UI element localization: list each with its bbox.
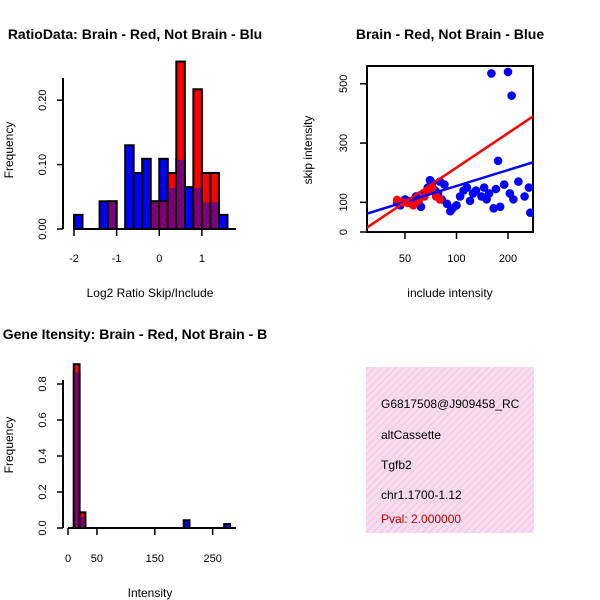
point-notbrain xyxy=(440,180,449,189)
point-notbrain xyxy=(487,69,496,78)
y-tick-label: 0 xyxy=(338,229,350,235)
info-id: G6817508@J909458_RC xyxy=(381,397,520,411)
intensity-scatter: Brain - Red, Not Brain - Blue 0 100 300 500… xyxy=(301,26,544,300)
y-tick-label: 0.20 xyxy=(37,89,49,110)
bar-notbrain xyxy=(73,213,84,231)
point-notbrain xyxy=(525,208,533,218)
point-notbrain xyxy=(520,192,529,201)
bar-overlap xyxy=(194,188,201,229)
bar-overlap xyxy=(74,372,79,528)
y-tick-label: 0.2 xyxy=(37,484,49,499)
scatter-title: Brain - Red, Not Brain - Blue xyxy=(356,26,544,42)
bar-overlap xyxy=(109,202,116,229)
bar-notbrain xyxy=(141,157,152,230)
bar-notbrain xyxy=(183,186,195,230)
point-notbrain xyxy=(495,202,505,212)
bar-notbrain xyxy=(98,200,110,230)
fit-line-notbrain xyxy=(367,161,533,215)
gene-title: Gene Itensity: Brain - Red, Not Brain - … xyxy=(3,326,267,342)
y-tick-label: 0.0 xyxy=(37,520,49,535)
y-tick-label: 300 xyxy=(338,134,350,152)
x-tick-label: 1 xyxy=(199,253,205,265)
bar-overlap xyxy=(202,202,210,229)
x-tick-label: 100 xyxy=(447,253,465,265)
plot-box xyxy=(366,65,534,233)
point-notbrain xyxy=(503,67,513,77)
point-notbrain xyxy=(524,183,533,192)
bar-overlap xyxy=(177,159,184,229)
bar-notbrain xyxy=(182,519,191,530)
point-notbrain xyxy=(479,183,489,192)
point-notbrain xyxy=(471,186,481,195)
x-tick-label: 200 xyxy=(499,253,517,265)
point-notbrain xyxy=(489,203,498,213)
x-tick-label: 0 xyxy=(65,553,71,565)
y-tick-label: 0.10 xyxy=(37,154,49,175)
point-notbrain xyxy=(507,91,516,100)
bar-overlap xyxy=(151,202,159,229)
x-tick-label: -1 xyxy=(112,253,122,265)
x-tick-label: 0 xyxy=(156,253,162,265)
point-notbrain xyxy=(499,180,509,189)
info-pval: Pval: 2.000000 xyxy=(381,512,461,526)
x-tick-label: 250 xyxy=(203,553,221,565)
info-box: G6817508@J909458_RC altCassette Tgfb2 ch… xyxy=(366,367,534,533)
point-brain xyxy=(435,195,445,204)
y-tick-label: 100 xyxy=(338,193,350,211)
point-notbrain xyxy=(514,177,523,186)
y-tick-label: 0.00 xyxy=(37,218,49,239)
gene-ylabel: Frequency xyxy=(2,417,16,474)
x-tick-label: 50 xyxy=(91,553,103,565)
bar-notbrain xyxy=(217,213,229,231)
point-notbrain xyxy=(452,201,461,210)
ratio-title: RatioData: Brain - Red, Not Brain - Blu xyxy=(8,26,262,42)
ratio-ylabel: Frequency xyxy=(2,122,16,179)
bar-overlap xyxy=(160,202,167,229)
point-notbrain xyxy=(493,156,503,166)
info-background xyxy=(366,367,534,533)
bar-notbrain xyxy=(132,171,144,230)
fit-line-brain xyxy=(367,115,533,229)
point-notbrain xyxy=(491,184,501,194)
y-tick-label: 0.8 xyxy=(37,376,49,391)
x-tick-label: -2 xyxy=(69,253,79,265)
point-notbrain xyxy=(465,196,475,206)
scatter-ylabel: skip intensity xyxy=(301,116,315,185)
gene-intensity-histogram: Gene Itensity: Brain - Red, Not Brain - … xyxy=(2,326,267,600)
bar-overlap xyxy=(211,202,218,229)
bar-overlap xyxy=(80,517,85,528)
bar-notbrain xyxy=(124,144,135,230)
x-tick-label: 50 xyxy=(399,253,411,265)
info-type: altCassette xyxy=(381,428,441,442)
scatter-xlabel: include intensity xyxy=(407,286,492,300)
bar-overlap xyxy=(168,188,176,229)
y-tick-label: 0.6 xyxy=(37,412,49,427)
y-tick-label: 0.4 xyxy=(37,448,49,463)
point-notbrain xyxy=(509,195,518,204)
ratio-histogram: RatioData: Brain - Red, Not Brain - Blu … xyxy=(2,26,262,300)
info-gene: Tgfb2 xyxy=(381,458,412,472)
point-notbrain xyxy=(484,189,494,198)
y-tick-label: 500 xyxy=(338,75,350,93)
point-notbrain xyxy=(462,183,472,192)
ratio-xlabel: Log2 Ratio Skip/Include xyxy=(87,286,214,300)
x-tick-label: 150 xyxy=(146,553,164,565)
info-location: chr1.1700-1.12 xyxy=(381,488,462,502)
gene-xlabel: Intensity xyxy=(128,586,173,600)
